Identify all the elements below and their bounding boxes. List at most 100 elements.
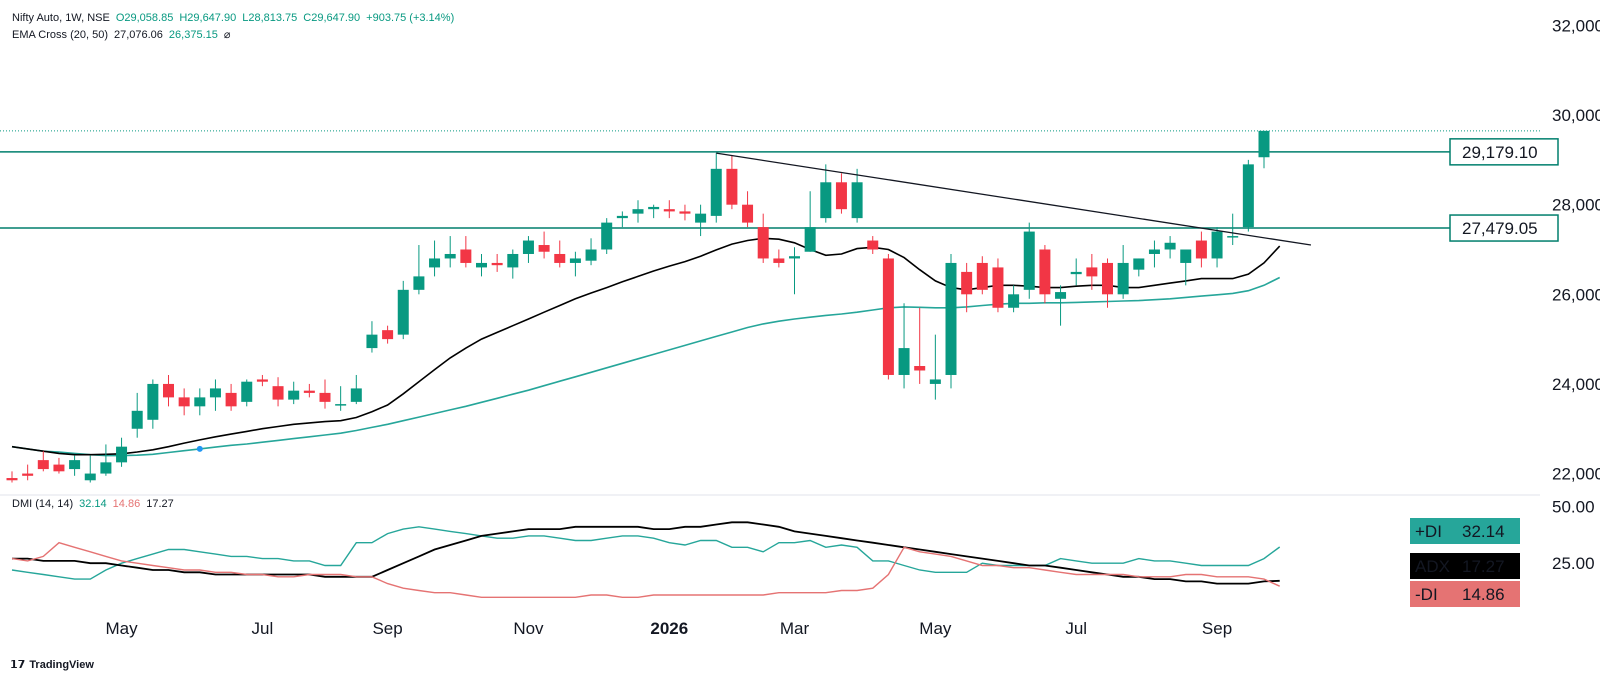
- time-axis: May Jul Sep Nov 2026 Mar May Jul Sep: [105, 619, 1232, 638]
- candle-body: [1102, 262, 1113, 295]
- candle-body: [272, 386, 284, 400]
- candle-body: [569, 258, 581, 263]
- price-tick-label: 26,000.00: [1552, 285, 1600, 304]
- candle-body: [444, 253, 456, 259]
- candle-body: [789, 256, 800, 259]
- candle-body: [1008, 294, 1020, 308]
- time-tick-label: May: [105, 619, 138, 638]
- price-tick-label: 24,000.00: [1552, 375, 1600, 394]
- candle-body: [601, 222, 613, 250]
- time-tick-label: Mar: [780, 619, 810, 638]
- dmi-legend: DMI (14, 14) 32.14 14.86 17.27: [12, 498, 180, 510]
- candle-body: [1148, 249, 1160, 254]
- dmi-minus-value: 14.86: [112, 498, 141, 510]
- candle-body: [413, 276, 425, 290]
- dmi-badge-value: 32.14: [1462, 522, 1505, 541]
- candle-body: [1055, 292, 1067, 299]
- ohlc-low: L28,813.75: [242, 12, 298, 24]
- candle-body: [1117, 262, 1129, 295]
- dmi-title: DMI (14, 14): [12, 498, 74, 510]
- dmi-pane[interactable]: [11, 521, 1281, 598]
- dmi-badge: [1410, 581, 1520, 607]
- time-tick-label: Sep: [1202, 619, 1232, 638]
- candle-body: [84, 473, 96, 481]
- candle-body: [288, 390, 300, 400]
- candle-body: [663, 209, 675, 212]
- candle-body: [632, 209, 644, 214]
- candle-body: [1164, 242, 1176, 250]
- candle-body: [1039, 249, 1051, 295]
- time-tick-label: Jul: [252, 619, 274, 638]
- price-level-badge: [1449, 214, 1559, 242]
- candle-body: [1133, 258, 1145, 270]
- candle-body: [69, 460, 81, 470]
- candle-body: [1086, 267, 1098, 277]
- price-axis[interactable]: 22,000.00 24,000.00 26,000.00 28,000.00 30,0…: [1552, 16, 1600, 573]
- candle-body: [241, 381, 253, 402]
- candle-body: [835, 182, 847, 210]
- ema20-value: 27,076.06: [113, 29, 163, 41]
- price-tick-label: 30,000.00: [1552, 106, 1600, 125]
- price-pane[interactable]: [0, 130, 1540, 483]
- ohlc-high: H29,647.90: [179, 12, 237, 24]
- candle-body: [6, 478, 18, 481]
- ohlc-change: +903.75 (+3.14%): [366, 12, 455, 24]
- ema50-line: [11, 276, 1281, 457]
- ema-cross-marker: [196, 445, 203, 452]
- candle-body: [319, 392, 331, 402]
- axis-badges: 29,179.10 27,479.05 +DI 32.14 ADX 17.27 -DI 14.…: [1410, 138, 1559, 607]
- candle-body: [898, 348, 910, 375]
- candle-body: [1070, 271, 1082, 275]
- candle-body: [163, 383, 174, 398]
- candle-body: [945, 262, 957, 375]
- candle-body: [382, 330, 394, 340]
- dmi-badge-name: +DI: [1415, 522, 1442, 541]
- ema20-line: [11, 237, 1281, 456]
- dmi-badge-name: -DI: [1415, 585, 1438, 604]
- price-tick-label: 22,000.00: [1552, 465, 1600, 484]
- price-tick-label: 32,000.00: [1552, 16, 1600, 35]
- ema50-value: 26,375.15: [168, 29, 218, 41]
- candle-body: [585, 249, 597, 261]
- time-tick-label: 2026: [650, 619, 688, 638]
- candle-body: [882, 258, 894, 375]
- candle-body: [460, 249, 472, 263]
- ema-extra: ⌀: [223, 29, 231, 41]
- candle-body: [397, 289, 409, 335]
- dmi-di-line: [11, 541, 1280, 598]
- candle-body: [538, 245, 550, 252]
- candle-body: [695, 213, 707, 223]
- ema-title: EMA Cross (20, 50): [12, 29, 108, 41]
- candle-body: [491, 262, 503, 266]
- candle-body: [147, 383, 159, 420]
- price-tick-label: 28,000.00: [1552, 196, 1600, 215]
- candle-body: [1180, 249, 1192, 263]
- candle-body: [53, 464, 65, 472]
- candle-body: [194, 397, 206, 407]
- candle-body: [648, 206, 660, 210]
- candle-body: [554, 253, 566, 263]
- candle-body: [679, 211, 691, 214]
- watermark-text: TradingView: [29, 659, 94, 671]
- dmi-badge-name: ADX: [1415, 557, 1450, 576]
- candle-body: [851, 182, 863, 219]
- candle-body: [37, 460, 49, 470]
- candle-body: [1195, 240, 1207, 259]
- candle-body: [116, 446, 128, 463]
- candle-body: [225, 392, 237, 407]
- ohlc-open: O29,058.85: [115, 12, 174, 24]
- candle-body: [100, 462, 112, 474]
- time-tick-label: May: [919, 619, 952, 638]
- tradingview-watermark: 𝟭𝟳 TradingView: [10, 658, 94, 671]
- symbol-legend: Nifty Auto, 1W, NSE O29,058.85 H29,647.90 L…: [12, 12, 460, 24]
- dmi-adx-value: 17.27: [146, 498, 174, 510]
- candle-body: [22, 473, 34, 476]
- candle-body: [929, 379, 941, 384]
- dmi-badge-value: 17.27: [1462, 557, 1505, 576]
- candle-body: [335, 404, 347, 406]
- candle-body: [992, 267, 1004, 308]
- candle-body: [476, 262, 487, 268]
- dmi-di-line: [11, 526, 1281, 580]
- candle-body: [961, 271, 973, 295]
